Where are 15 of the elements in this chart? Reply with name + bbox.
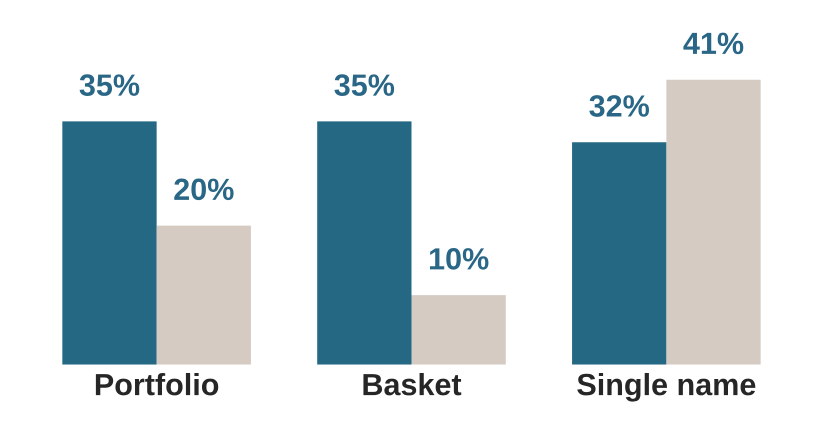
data-label: 20% <box>174 178 234 200</box>
bar <box>156 226 251 365</box>
bar <box>412 295 506 365</box>
data-label: 35% <box>334 74 394 96</box>
data-label: 10% <box>430 248 488 270</box>
data-label: 32% <box>589 95 649 117</box>
bar <box>666 80 761 365</box>
data-label: 35% <box>80 74 140 96</box>
bar <box>572 142 666 365</box>
bar <box>317 121 412 365</box>
bar <box>62 121 157 365</box>
x-tick-label: Portfolio <box>96 372 218 396</box>
data-label: 41% <box>683 32 744 54</box>
x-tick-label: Basket <box>363 372 462 396</box>
x-tick-label: Single name <box>577 372 756 402</box>
